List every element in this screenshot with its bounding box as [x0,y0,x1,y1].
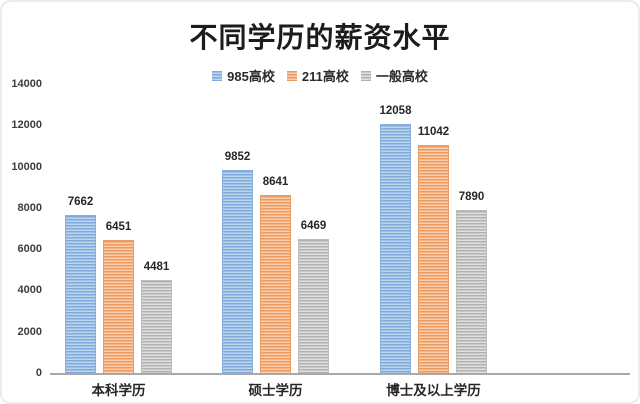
legend-item: 211高校 [286,66,349,85]
bar-value-label: 7662 [67,196,94,208]
y-axis-tick-label: 12000 [11,119,42,132]
legend: 985高校 211高校 一般高校 [2,66,638,85]
bar [456,210,487,373]
bar-value-label: 11042 [417,126,450,138]
bar [141,280,172,373]
category-label: 博士及以上学历 [386,383,481,398]
bar [380,124,411,373]
bar [103,240,134,373]
bar-value-label: 6469 [300,220,327,232]
bar-value-label: 8641 [262,176,289,188]
bar [222,170,253,373]
bar-value-label: 7890 [458,191,485,203]
chart-title: 不同学历的薪资水平 [189,23,451,54]
legend-swatch [360,70,371,81]
legend-item: 一般高校 [360,66,428,85]
bar [298,239,329,373]
category-label: 本科学历 [91,383,146,398]
legend-swatch [286,70,297,81]
legend-label: 一般高校 [375,69,428,84]
legend-item: 985高校 [212,66,275,85]
bar-value-label: 6451 [105,221,132,233]
y-axis-tick-label: 10000 [11,160,42,173]
bar [65,215,96,373]
legend-label: 985高校 [227,69,275,84]
y-axis-tick-label: 0 [35,367,42,379]
bar-value-label: 4481 [143,261,170,273]
y-axis-tick-label: 8000 [17,201,42,214]
y-axis-tick-label: 4000 [17,284,42,297]
y-axis-tick-label: 14000 [11,78,42,90]
legend-swatch [212,70,223,81]
category-label: 硕士学历 [248,383,303,398]
bar [418,145,449,373]
bar-value-label: 9852 [224,151,251,163]
bar-value-label: 12058 [379,105,412,117]
y-axis-tick-label: 6000 [17,243,42,256]
plot-area: 7662 6451 4481 9852 8641 6469 12058 11042 7890 [50,84,630,375]
legend-label: 211高校 [301,69,349,84]
y-axis-tick-label: 2000 [17,325,42,338]
bar [260,195,291,373]
